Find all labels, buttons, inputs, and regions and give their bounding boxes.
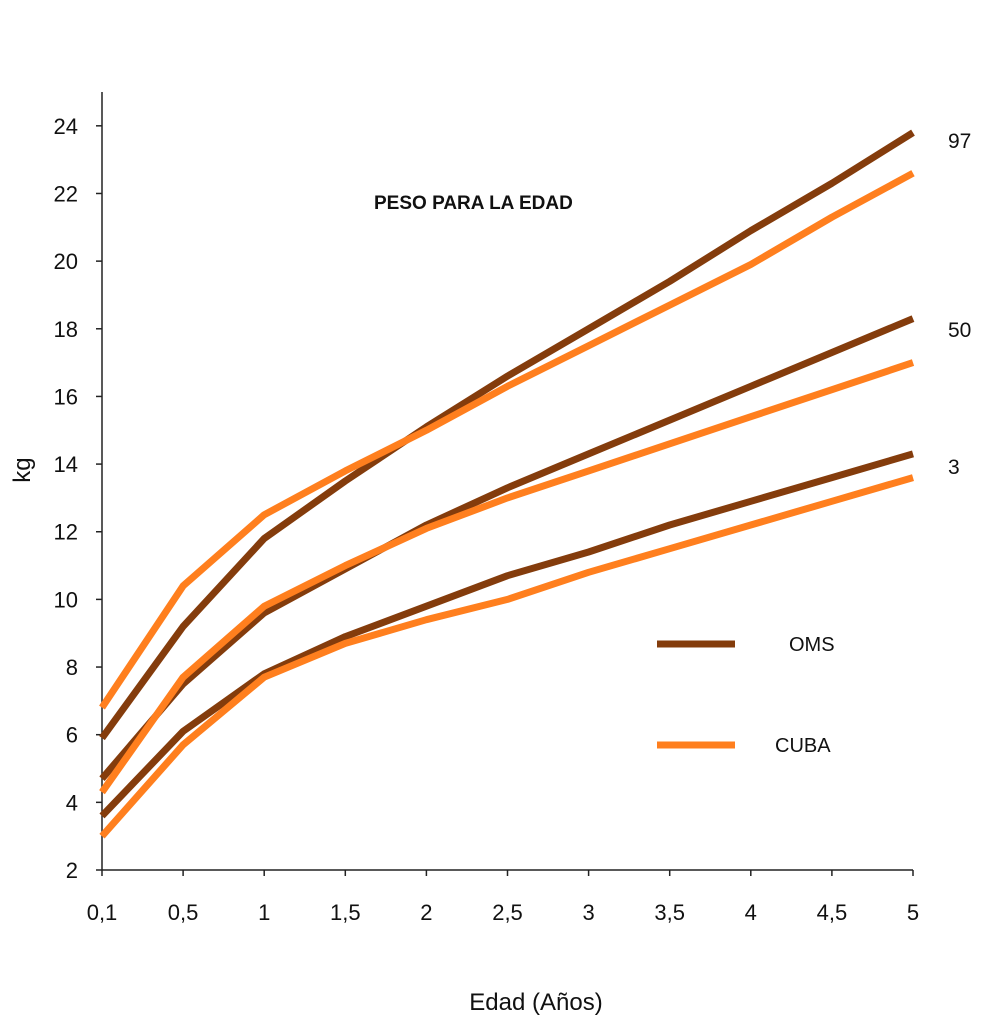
x-tick-label: 3 <box>582 900 594 925</box>
y-tick-label: 10 <box>54 587 78 612</box>
y-tick-label: 12 <box>54 520 78 545</box>
x-tick-label: 0,1 <box>87 900 118 925</box>
series-line-oms-p97 <box>99 129 915 741</box>
x-tick-label: 2,5 <box>492 900 523 925</box>
y-tick-label: 2 <box>66 858 78 883</box>
series-line-cuba-p50 <box>99 359 915 795</box>
x-tick-label: 1,5 <box>330 900 361 925</box>
x-tick-label: 4 <box>745 900 757 925</box>
y-tick-label: 22 <box>54 181 78 206</box>
x-tick-label: 1 <box>258 900 270 925</box>
x-axis-title: Edad (Años) <box>469 989 602 1016</box>
series-line-oms-p50 <box>99 315 915 781</box>
x-tick-label: 2 <box>420 900 432 925</box>
legend: OMS CUBA <box>657 634 835 757</box>
series-lines <box>99 129 915 839</box>
y-tick-label: 24 <box>54 114 78 139</box>
y-tick-label: 4 <box>66 790 78 815</box>
series-line-cuba-p97 <box>99 170 915 710</box>
series-line-oms-p3 <box>99 450 914 819</box>
x-tick-label: 5 <box>907 900 919 925</box>
legend-label-oms: OMS <box>789 634 835 656</box>
y-tick-label: 18 <box>54 317 78 342</box>
percentile-labels: 97 50 3 <box>948 130 971 479</box>
y-axis-title: kg <box>9 457 36 482</box>
percentile-label-3: 3 <box>948 456 960 479</box>
percentile-label-50: 50 <box>948 319 971 342</box>
y-tick-label: 8 <box>66 655 78 680</box>
x-tick-label: 3,5 <box>654 900 685 925</box>
x-tick-label: 0,5 <box>168 900 199 925</box>
x-tick-label: 4,5 <box>817 900 848 925</box>
chart-title: PESO PARA LA EDAD <box>374 193 573 214</box>
y-tick-label: 14 <box>54 452 78 477</box>
y-tick-label: 6 <box>66 723 78 748</box>
y-tick-label: 16 <box>54 384 78 409</box>
y-tick-label: 20 <box>54 249 78 274</box>
legend-label-cuba: CUBA <box>775 735 831 757</box>
percentile-label-97: 97 <box>948 130 971 153</box>
series-line-cuba-p3 <box>99 474 914 839</box>
